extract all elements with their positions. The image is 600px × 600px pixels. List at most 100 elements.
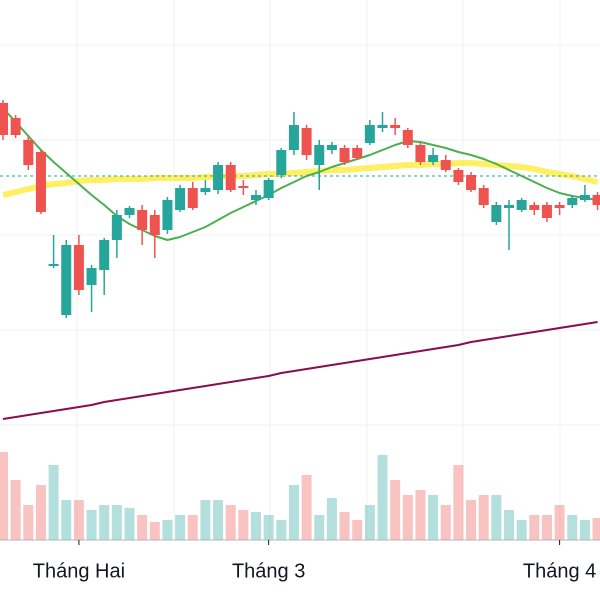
candle-body [200, 188, 211, 192]
candle-body [111, 215, 122, 240]
candle-body [149, 215, 160, 235]
candle-body [251, 195, 261, 200]
candle-body [314, 145, 325, 165]
volume-bar [314, 515, 325, 540]
volume-bar [187, 515, 198, 540]
candle-body [225, 165, 236, 190]
volume-bar [453, 465, 464, 540]
volume-bar [23, 505, 34, 540]
volume-bar [111, 505, 122, 540]
candle-body [339, 148, 350, 162]
candle-body [175, 188, 186, 210]
volume-bar [238, 510, 249, 540]
candle-body [61, 245, 72, 315]
volume-bar [541, 515, 552, 540]
candle-body [48, 264, 59, 266]
candle-body [402, 130, 413, 145]
candle-body [124, 208, 135, 215]
candle-body [453, 170, 464, 182]
candle-body [579, 195, 590, 200]
volume-bar [124, 508, 135, 540]
moving-average-line [2, 107, 598, 241]
volume-bar [175, 515, 186, 540]
candle-body [390, 125, 401, 128]
candle-body [428, 155, 439, 162]
volume-bar [225, 505, 236, 540]
candle-body [352, 148, 363, 158]
volume-bar [149, 522, 160, 540]
volume-bar [440, 505, 451, 540]
x-tick-label: Tháng Hai [33, 560, 125, 582]
volume-bar [301, 475, 312, 540]
candle-body [415, 145, 426, 162]
volume-bar [415, 490, 426, 540]
volume-bar [263, 515, 274, 540]
x-tick-label: Tháng 3 [232, 560, 305, 582]
candle-body [478, 188, 489, 205]
volume-bar [529, 515, 540, 540]
volume-bar [73, 500, 84, 540]
candle-body [529, 205, 540, 210]
candle-body [504, 205, 514, 208]
candle-body [137, 210, 148, 230]
volume-bar [567, 515, 578, 540]
candle-body [567, 198, 578, 205]
volume-bar [516, 520, 527, 540]
candle-body [554, 205, 565, 208]
volume-bar [10, 480, 21, 540]
volume-bar [0, 452, 8, 540]
volume-bar [99, 505, 110, 540]
volume-bar [579, 520, 590, 540]
x-tick-label: Tháng 4 [523, 560, 596, 582]
candle-body [86, 268, 97, 285]
moving-average-line [2, 321, 598, 420]
candle-body [326, 145, 337, 150]
candle-body [263, 180, 274, 198]
volume-bar [61, 500, 72, 540]
volume-bar [162, 520, 173, 540]
volume-bar [377, 455, 388, 540]
volume-bar [390, 480, 401, 540]
candle-body [73, 245, 84, 290]
volume-bar [276, 520, 287, 540]
volume-bar [35, 485, 46, 540]
volume-bar [288, 485, 299, 540]
volume-bar [364, 505, 375, 540]
volume-bar [352, 520, 363, 540]
candle-body [0, 103, 8, 135]
candle-body [466, 175, 477, 190]
candle-body [592, 195, 600, 205]
candle-body [491, 205, 502, 222]
volume-bar [428, 495, 439, 540]
volume-bar [137, 515, 148, 540]
volume-bar [402, 495, 413, 540]
volume-bar [48, 465, 59, 540]
candle-body [440, 160, 451, 170]
volume-bar [478, 495, 489, 540]
candle-body [213, 165, 224, 190]
volume-bar [213, 500, 224, 540]
volume-bar [554, 505, 565, 540]
volume-bar [339, 512, 350, 540]
candle-body [238, 186, 249, 188]
candle-body [10, 118, 21, 135]
volume-bar [200, 500, 211, 540]
candle-body [35, 152, 46, 212]
volume-bar [466, 500, 477, 540]
volume-bar [592, 518, 600, 540]
candle-body [541, 205, 552, 218]
candle-body [99, 240, 110, 270]
candle-body [364, 125, 375, 143]
candle-body [23, 140, 34, 165]
candle-body [288, 125, 299, 150]
candle-body [276, 150, 287, 175]
volume-bar [86, 510, 97, 540]
volume-bar [491, 495, 502, 540]
candle-body [516, 200, 527, 210]
candle-body [301, 128, 312, 155]
candle-body [162, 200, 173, 230]
candle-body [377, 125, 388, 128]
volume-bar [504, 510, 514, 540]
